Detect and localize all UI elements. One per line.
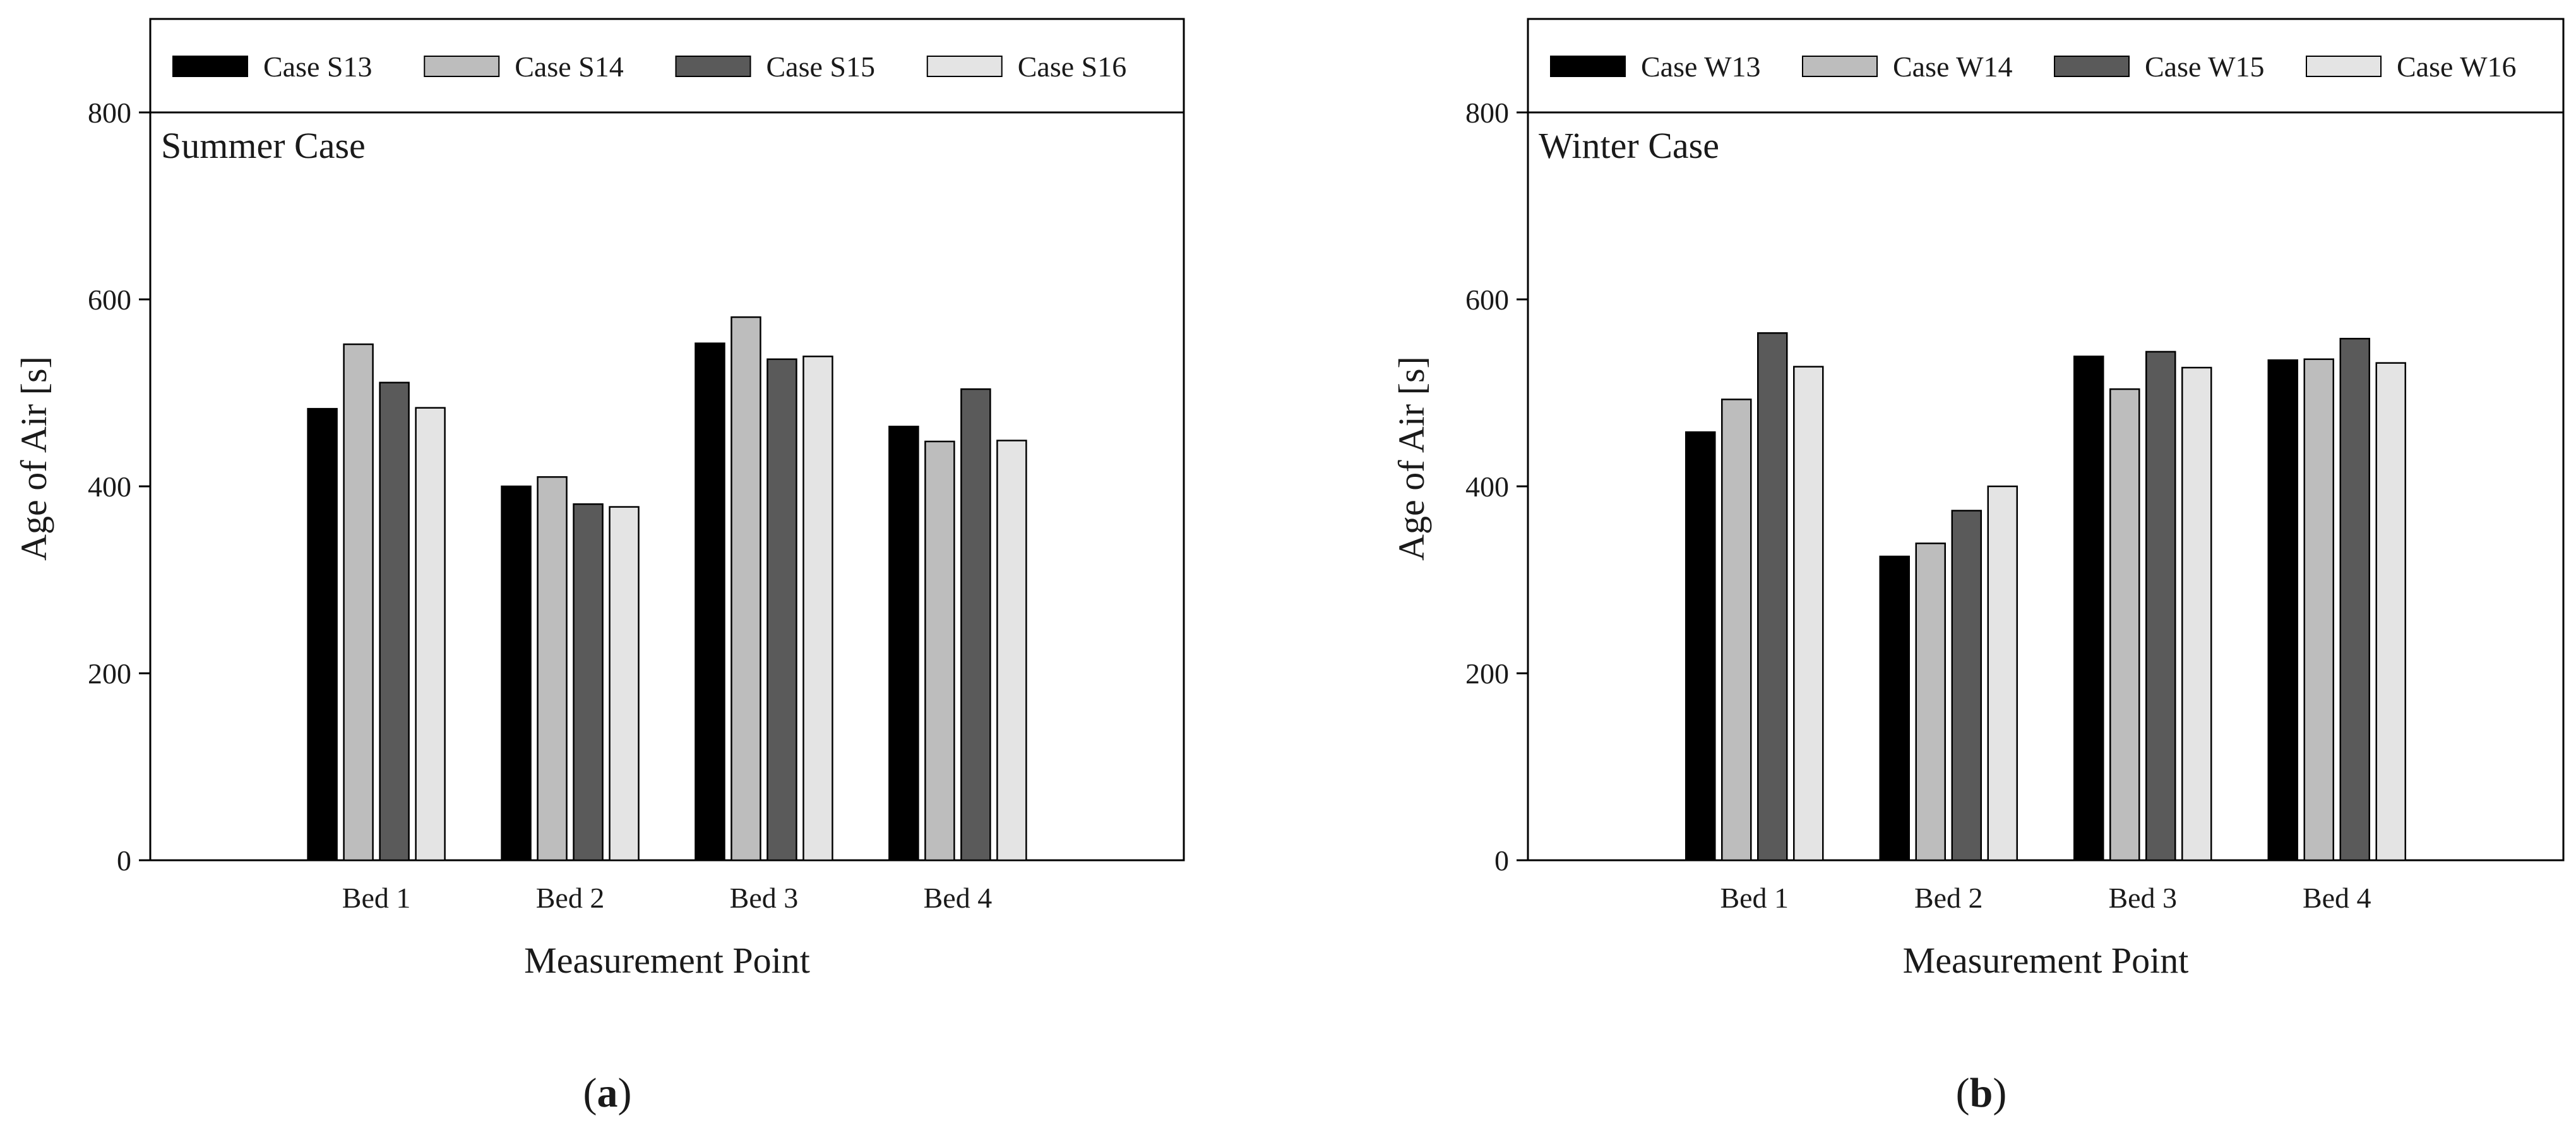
plot-frame xyxy=(149,18,1185,862)
plot-frame xyxy=(1527,18,2565,862)
chart-panel-2: 0 200 400 600 800 Bed 1 Bed 2 Bed 3 Bed 4 Case W1… xyxy=(1391,18,2565,1116)
bar-case-s16-bed-3 xyxy=(802,356,833,862)
bar-case-w15-bed-3 xyxy=(2145,351,2176,862)
legend-swatch xyxy=(2306,56,2382,77)
legend-swatch xyxy=(1550,56,1626,77)
y-tick-label: 200 xyxy=(88,658,131,690)
y-axis-title: Age of Air [s] xyxy=(13,356,54,561)
y-tick-label: 200 xyxy=(1465,658,1509,690)
bar-case-w13-bed-2 xyxy=(1879,555,1910,862)
chart-panel-1: 0 200 400 600 800 Bed 1 Bed 2 Bed 3 Bed 4 Case S1… xyxy=(13,18,1185,1116)
bar-case-w16-bed-3 xyxy=(2181,366,2212,862)
x-tick-label: Bed 2 xyxy=(1914,882,1983,914)
bar-case-s13-bed-3 xyxy=(695,342,725,862)
bar-case-w14-bed-2 xyxy=(1915,543,1946,862)
legend-swatch xyxy=(424,56,500,77)
x-tick-label: Bed 1 xyxy=(1720,882,1789,914)
x-tick-label: Bed 4 xyxy=(924,882,993,914)
bar-case-s14-bed-2 xyxy=(537,476,568,862)
legend-label: Case S15 xyxy=(766,51,876,83)
legend-swatch xyxy=(926,56,1003,77)
bar-case-s14-bed-1 xyxy=(343,343,374,862)
x-tick-label: Bed 3 xyxy=(2108,882,2177,914)
legend-swatch xyxy=(675,56,751,77)
x-tick-label: Bed 3 xyxy=(730,882,799,914)
bar-case-w16-bed-2 xyxy=(1987,485,2018,862)
bar-case-s13-bed-2 xyxy=(501,485,532,862)
legend-label: Case S16 xyxy=(1018,51,1127,83)
x-tick-label: Bed 4 xyxy=(2303,882,2371,914)
y-tick-label: 0 xyxy=(117,844,131,877)
bar-case-w15-bed-4 xyxy=(2339,337,2370,862)
legend-label: Case W14 xyxy=(1893,51,2013,83)
legend-label: Case W16 xyxy=(2397,51,2517,83)
bar-case-s14-bed-3 xyxy=(730,316,761,862)
bar-case-s15-bed-3 xyxy=(766,358,797,862)
bar-case-s15-bed-4 xyxy=(960,388,991,862)
legend-label: Case S14 xyxy=(515,51,624,83)
bar-case-s15-bed-1 xyxy=(379,381,410,862)
plot-annotation: Summer Case xyxy=(161,125,366,166)
bar-case-w15-bed-2 xyxy=(1951,510,1982,862)
bar-case-s14-bed-4 xyxy=(924,440,955,862)
legend-label: Case W15 xyxy=(2145,51,2265,83)
x-tick-label: Bed 2 xyxy=(536,882,605,914)
y-tick-label: 400 xyxy=(1465,471,1509,503)
legend-swatch xyxy=(2054,56,2130,77)
legend-label: Case W13 xyxy=(1641,51,1761,83)
bar-case-s16-bed-1 xyxy=(415,407,446,862)
bar-case-w14-bed-4 xyxy=(2303,358,2334,862)
x-tick-label: Bed 1 xyxy=(342,882,411,914)
x-axis-title: Measurement Point xyxy=(524,940,810,981)
y-tick-label: 600 xyxy=(1465,284,1509,316)
bar-case-w16-bed-1 xyxy=(1793,366,1824,862)
plot-annotation: Winter Case xyxy=(1539,125,1719,166)
y-tick-label: 800 xyxy=(1465,97,1509,129)
bar-case-s13-bed-1 xyxy=(307,407,338,862)
bar-case-w14-bed-3 xyxy=(2109,388,2140,862)
panel-label: (a) xyxy=(583,1070,632,1116)
bar-case-s15-bed-2 xyxy=(573,503,604,862)
bar-case-w13-bed-4 xyxy=(2267,359,2298,862)
y-tick-label: 400 xyxy=(88,471,131,503)
panel-label: (b) xyxy=(1956,1070,2007,1116)
y-tick-label: 600 xyxy=(88,284,131,316)
bar-case-w13-bed-3 xyxy=(2073,356,2104,862)
bar-case-s16-bed-2 xyxy=(609,506,640,862)
bar-case-w16-bed-4 xyxy=(2375,362,2406,862)
legend-swatch xyxy=(1802,56,1878,77)
legend-label: Case S13 xyxy=(263,51,373,83)
bar-case-s16-bed-4 xyxy=(996,440,1027,862)
bar-case-w13-bed-1 xyxy=(1685,431,1716,862)
bar-case-s13-bed-4 xyxy=(888,426,919,862)
bar-case-w14-bed-1 xyxy=(1721,399,1752,862)
legend-swatch xyxy=(172,56,248,77)
y-axis-title: Age of Air [s] xyxy=(1391,356,1432,561)
x-axis-title: Measurement Point xyxy=(1903,940,2189,981)
y-tick-label: 800 xyxy=(88,97,131,129)
y-tick-label: 0 xyxy=(1494,844,1509,877)
bar-case-w15-bed-1 xyxy=(1757,332,1788,862)
